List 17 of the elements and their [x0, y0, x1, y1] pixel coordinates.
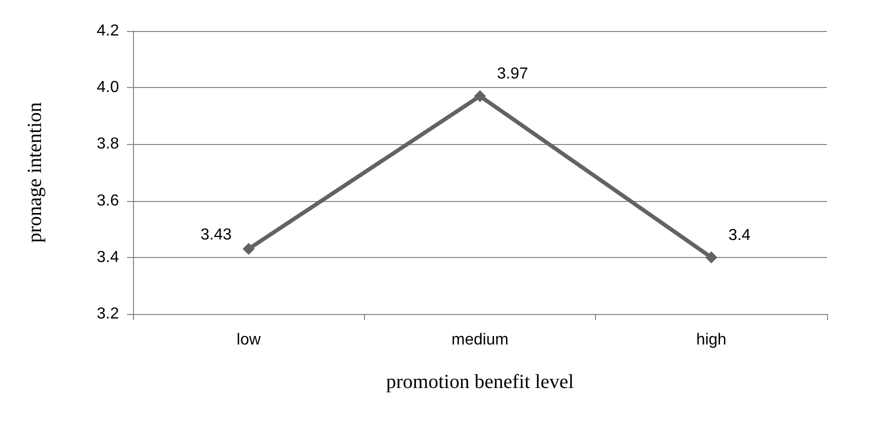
point	[705, 251, 718, 264]
x-tick-label: low	[236, 332, 262, 348]
y-tick-label: 3.8	[96, 136, 120, 153]
data-label: 3.97	[497, 66, 528, 83]
y-tick-label: 3.6	[96, 192, 120, 210]
y-tick-label: 4.2	[96, 22, 120, 40]
point	[242, 242, 255, 255]
data-label: 3.43	[200, 226, 232, 244]
x-tick-label: medium	[452, 332, 508, 348]
y-tick-label: 3.2	[96, 306, 120, 322]
x-axis-title: promotion benefit level	[386, 371, 574, 393]
x-tick-label: high	[696, 332, 726, 348]
point	[474, 90, 486, 102]
y-tick-label: 3.4	[96, 248, 120, 266]
data-label: 3.4	[728, 226, 751, 244]
y-tick-label: 4.0	[96, 79, 120, 96]
y-axis-title: pronage intention	[24, 102, 46, 243]
